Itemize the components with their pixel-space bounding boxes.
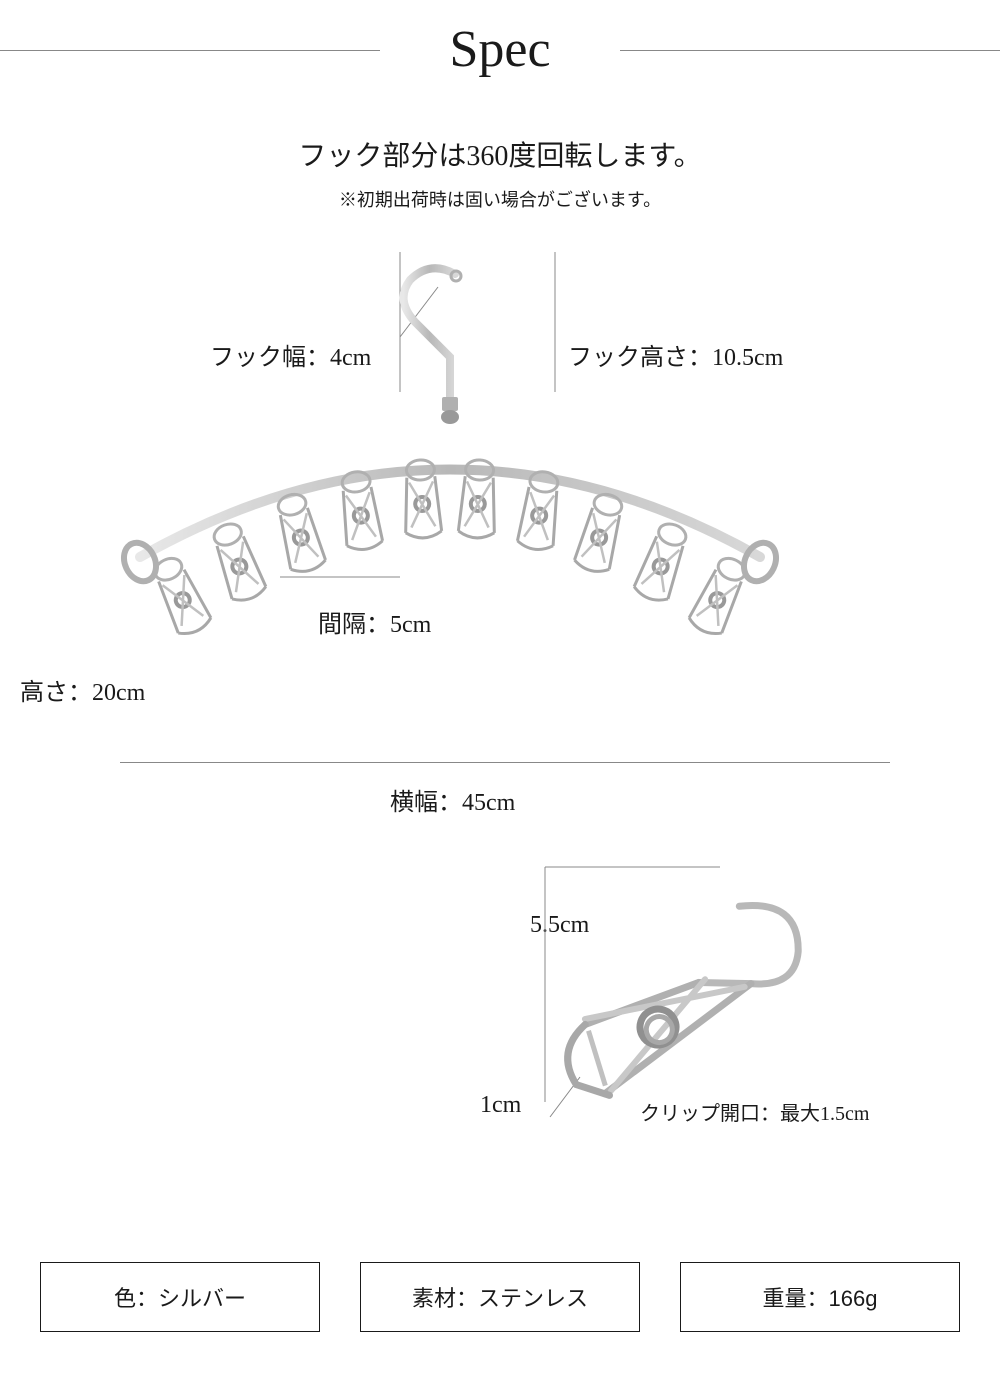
spec-weight: 重量：166g (680, 1262, 960, 1332)
hanger-diagram: フック幅：4cm フック高さ：10.5cm 間隔：5cm 高さ：20cm 横幅：… (0, 232, 1000, 852)
width-label: 横幅：45cm (390, 782, 515, 817)
note: ※初期出荷時は固い場合がございます。 (0, 186, 1000, 212)
clip-illustration (540, 862, 900, 1152)
subtitle: フック部分は360度回転します。 (0, 134, 1000, 174)
spec-color: 色：シルバー (40, 1262, 320, 1332)
clip-width-label: 1cm (480, 1092, 521, 1119)
clip-detail: 5.5cm 1cm クリップ開口：最大1.5cm (0, 852, 1000, 1182)
hanger-illustration (120, 252, 900, 752)
spec-material: 素材：ステンレス (360, 1262, 640, 1332)
spec-boxes: 色：シルバー 素材：ステンレス 重量：166g (0, 1262, 1000, 1332)
